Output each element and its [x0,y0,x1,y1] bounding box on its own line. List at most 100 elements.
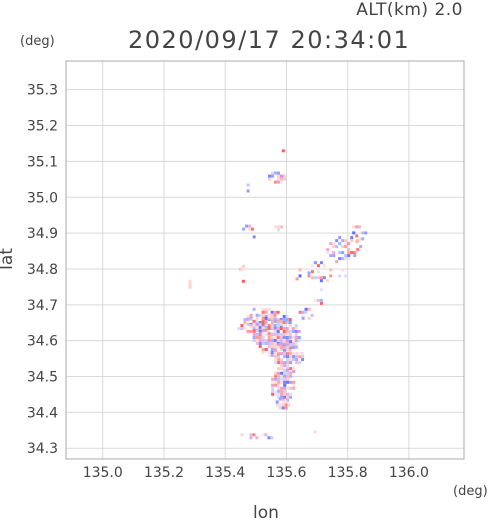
echo-pixel [261,307,265,311]
echo-pixel [279,327,283,330]
echo-pixel [277,371,281,375]
radar-echo-layer [188,149,368,440]
echo-pixel [277,386,281,390]
echo-pixel [310,264,314,268]
echo-pixel [274,352,278,356]
echo-pixel [258,313,262,317]
echo-pixel [274,371,278,375]
echo-pixel [270,324,274,327]
echo-pixel [255,328,259,332]
echo-pixel [276,330,280,333]
echo-pixel [274,225,278,229]
echo-pixel [240,327,244,330]
echo-pixel [287,403,291,407]
echo-pixel [332,242,336,246]
echo-pixel [279,322,283,326]
echo-pixel [277,367,281,371]
echo-pixel [319,261,323,265]
echo-pixel [283,364,287,368]
echo-pixel [252,319,256,323]
echo-pixel [264,316,268,320]
x-tick-label: 135.2 [144,465,184,481]
echo-pixel [280,380,284,384]
echo-pixel [277,180,280,184]
echo-pixel [313,276,317,280]
echo-pixel [292,383,296,387]
echo-pixel [344,239,348,243]
echo-pixel [273,313,277,317]
echo-pixel [350,236,354,240]
echo-pixel [267,351,271,354]
echo-pixel [270,321,274,324]
echo-pixel [319,301,323,305]
echo-pixel [288,330,292,333]
y-tick-label: 34.7 [27,298,58,314]
echo-cluster [313,430,317,434]
echo-pixel [267,325,271,329]
echo-pixel [258,330,262,333]
echo-pixel [285,333,289,336]
echo-pixel [242,227,245,231]
echo-pixel [270,310,274,314]
echo-pixel [277,225,281,229]
echo-pixel [286,392,290,396]
echo-pixel [279,318,283,321]
echo-pixel [289,355,293,359]
echo-pixel [292,370,296,374]
echo-pixel [283,389,287,393]
echo-pixel [298,268,302,272]
echo-pixel [277,177,280,181]
echo-pixel [283,374,287,378]
echo-pixel [283,361,287,365]
echo-pixel [289,340,293,344]
echo-pixel [292,380,296,384]
echo-pixel [282,333,286,336]
echo-pixel [277,358,281,362]
echo-pixel [329,268,333,272]
echo-pixel [292,386,296,390]
echo-pixel [294,342,298,345]
echo-pixel [291,336,295,339]
echo-pixel [289,361,293,365]
echo-pixel [295,346,299,350]
echo-pixel [271,389,275,393]
echo-cluster [313,298,323,305]
echo-pixel [313,261,317,265]
echo-pixel [276,336,280,339]
echo-pixel [295,355,299,359]
echo-pixel [267,354,271,357]
echo-pixel [292,346,296,350]
echo-pixel [316,276,320,280]
echo-pixel [261,322,265,326]
echo-pixel [283,371,287,375]
echo-pixel [279,336,283,339]
echo-pixel [283,355,287,359]
echo-pixel [277,346,281,350]
echo-pixel [271,383,275,387]
echo-pixel [347,254,351,258]
echo-pixel [245,224,248,228]
echo-pixel [283,352,287,356]
echo-pixel [281,406,285,410]
echo-pixel [281,400,285,404]
echo-pixel [289,371,293,375]
echo-pixel [310,276,314,280]
echo-pixel [268,174,271,178]
echo-pixel [270,316,274,320]
echo-pixel [289,380,293,384]
echo-cluster [271,368,296,402]
echo-pixel [335,260,339,264]
echo-pixel [347,248,351,252]
echo-pixel [267,345,271,348]
echo-pixel [304,307,308,311]
echo-pixel [264,310,268,314]
echo-pixel [289,395,293,399]
echo-pixel [358,225,362,229]
echo-pixel [283,177,286,181]
echo-pixel [281,149,285,153]
echo-pixel [280,346,284,350]
echo-pixel [286,340,290,344]
echo-cluster [281,149,285,153]
echo-pixel [277,171,280,175]
echo-pixel [286,398,290,402]
